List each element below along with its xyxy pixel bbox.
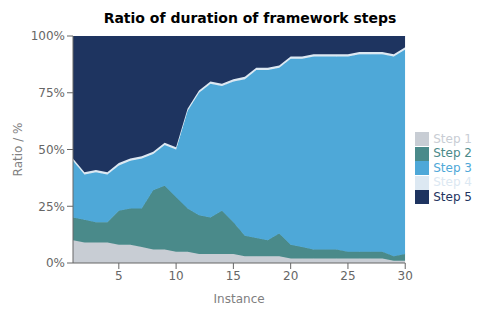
html-text:Step 1: Step 1: [433, 131, 472, 146]
html-text:Step 3: Step 3: [433, 160, 472, 175]
svg-text:75%: 75%: [38, 86, 65, 100]
svg-text:5: 5: [115, 269, 123, 283]
html-text:Step 2: Step 2: [433, 146, 472, 161]
html-text:Step 5: Step 5: [433, 189, 472, 204]
svg-text:0%: 0%: [46, 256, 65, 270]
svg-text:Instance: Instance: [214, 292, 265, 306]
svg-text:15: 15: [226, 269, 241, 283]
html-text:Step 4: Step 4: [433, 175, 472, 190]
svg-text:30: 30: [398, 269, 413, 283]
svg-text:25: 25: [340, 269, 355, 283]
svg-text:20: 20: [283, 269, 298, 283]
svg-text:50%: 50%: [38, 143, 65, 157]
svg-text:10: 10: [168, 269, 183, 283]
svg-text:100%: 100%: [31, 29, 65, 43]
html-text:Ratio of duration of framework: Ratio of duration of framework steps: [103, 10, 397, 26]
svg-text:Ratio / %: Ratio / %: [11, 123, 25, 177]
svg-text:25%: 25%: [38, 200, 65, 214]
